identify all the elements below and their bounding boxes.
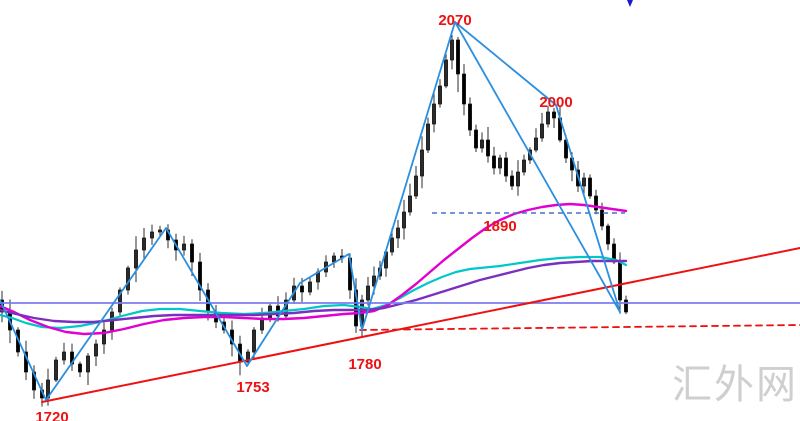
candle-body [474,129,478,149]
candle-body [588,177,592,197]
candle-body [142,237,146,251]
candle-body [190,243,194,263]
candle-body [456,39,460,75]
candle-body [480,139,484,149]
candle-body [486,139,490,157]
zigzag-blue-inner [454,21,621,313]
horizontal-level-lines [0,212,800,304]
candle-body [94,343,98,357]
candle-body [624,299,628,313]
price-label-2070: 2070 [438,12,471,29]
candle-body [158,229,162,233]
watermark-text: 汇外网 [672,362,798,408]
support-red-dashed [359,324,800,331]
chevron-down-icon [627,0,633,7]
candle-body [372,275,376,287]
candle-body [468,103,472,131]
price-label-1753: 1753 [236,379,269,396]
price-label-2000: 2000 [539,94,572,111]
candle-body [86,355,90,373]
candle-body [594,195,598,211]
watermark: 汇外网 [672,362,798,408]
candle-body [552,111,556,119]
candle-body [402,211,406,229]
candle-body [492,155,496,169]
price-annotations: 2070 2000 1890 1780 1753 1720 [35,12,572,421]
candle-body [246,351,250,363]
candle-body [332,255,336,263]
candle-body [444,59,448,87]
zigzag-trend-overlay [0,21,621,401]
candle-body [510,175,514,187]
ma-line-ma-slow-violet [0,259,628,324]
candle-body [118,289,122,313]
candle-body [618,261,622,301]
candle-body [54,359,58,381]
candle-body [414,175,418,197]
candle-body [450,39,454,61]
candle-body [198,261,202,291]
candle-body [150,231,154,239]
candle-body [396,227,400,239]
candle-body [600,209,604,227]
candle-body [432,103,436,125]
candle-body [504,157,508,177]
price-label-1780: 1780 [348,356,381,373]
candle-body [546,111,550,125]
price-label-1720: 1720 [35,409,68,421]
trend-lines [41,247,800,403]
candle-body [462,73,466,105]
candle-body [522,159,526,173]
candle-body [498,157,502,169]
candle-body [534,137,538,151]
candle-body [606,225,610,245]
candle-body [366,285,370,301]
candle-body [134,249,138,269]
candle-body [62,351,66,361]
candle-body [438,85,442,105]
candle-body [126,267,130,291]
candle-body [540,123,544,139]
candle-body [582,177,586,187]
candle-body [390,237,394,253]
candle-body [516,171,520,187]
candle-body [78,363,82,373]
candle-body [420,149,424,177]
price-label-1890: 1890 [483,218,516,235]
top-marker [627,0,633,7]
uptrend-red-solid [41,247,800,403]
candle-body [102,329,106,345]
candle-body [252,329,256,353]
candle-body [426,123,430,151]
candle-body [308,281,312,293]
candle-body [182,243,186,251]
zigzag-blue [0,21,621,401]
candle-body [300,285,304,293]
candle-body [408,195,412,213]
